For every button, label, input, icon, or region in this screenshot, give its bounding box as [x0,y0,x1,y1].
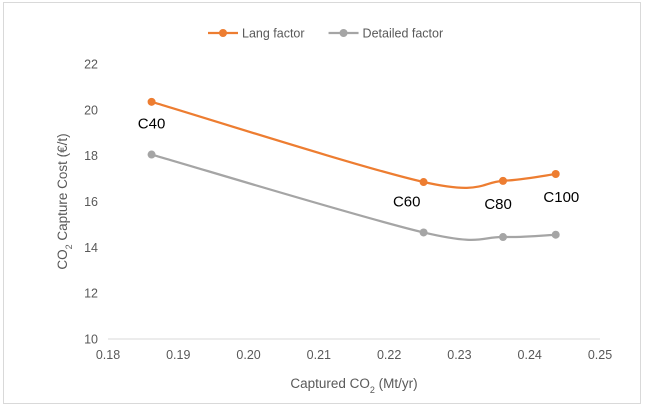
x-tick-label: 0.22 [377,348,401,362]
x-tick-label: 0.24 [518,348,542,362]
series-line [151,153,556,242]
point-label: C60 [393,194,421,211]
data-point [419,178,428,187]
y-tick-label: 14 [84,241,98,255]
legend-item: Detailed factor [328,27,444,41]
x-axis-title: Captured CO2 (Mt/yr) [290,376,417,395]
y-tick-label: 22 [84,58,98,72]
legend-label: Detailed factor [363,27,444,41]
data-point [551,170,560,178]
x-tick-label: 0.23 [447,348,471,362]
x-tick-label: 0.19 [166,348,190,362]
legend-label: Lang factor [242,27,305,41]
data-point [419,228,428,237]
x-tick-label: 0.25 [588,348,612,362]
y-tick-label: 16 [84,195,98,209]
legend-swatch-marker [339,29,348,37]
series-detailed-factor [147,150,560,242]
chart-frame [3,2,641,404]
annotations: C40 C60 C80 C100 [138,116,579,213]
legend-swatch-marker [219,29,227,37]
legend: Lang factor Detailed factor [208,27,443,41]
x-tick-labels: 0.18 0.19 0.20 0.21 0.22 0.23 0.24 0.25 [96,348,612,362]
y-tick-label: 18 [84,149,98,163]
y-tick-labels: 10 12 14 16 18 20 22 [84,58,98,347]
x-tick-label: 0.20 [236,348,260,362]
data-point [499,176,508,185]
data-point [499,233,508,242]
point-label: C40 [138,116,166,133]
data-point [147,150,156,159]
x-tick-label: 0.18 [96,348,120,362]
y-axis-title: CO2 Capture Cost (€/t) [55,133,74,269]
y-tick-label: 12 [84,287,98,301]
series-layer [147,97,560,242]
point-label: C100 [543,189,579,206]
axes: 0.18 0.19 0.20 0.21 0.22 0.23 0.24 0.25 1012141… [84,58,612,363]
data-point [147,97,156,106]
data-point [551,230,560,239]
series-lang-factor [147,97,560,189]
x-tick-label: 0.21 [307,348,331,362]
point-label: C80 [484,196,512,213]
legend-item: Lang factor [208,27,305,41]
series-line [151,100,556,189]
y-tick-label: 20 [84,103,98,117]
y-tick-label: 10 [84,333,98,347]
